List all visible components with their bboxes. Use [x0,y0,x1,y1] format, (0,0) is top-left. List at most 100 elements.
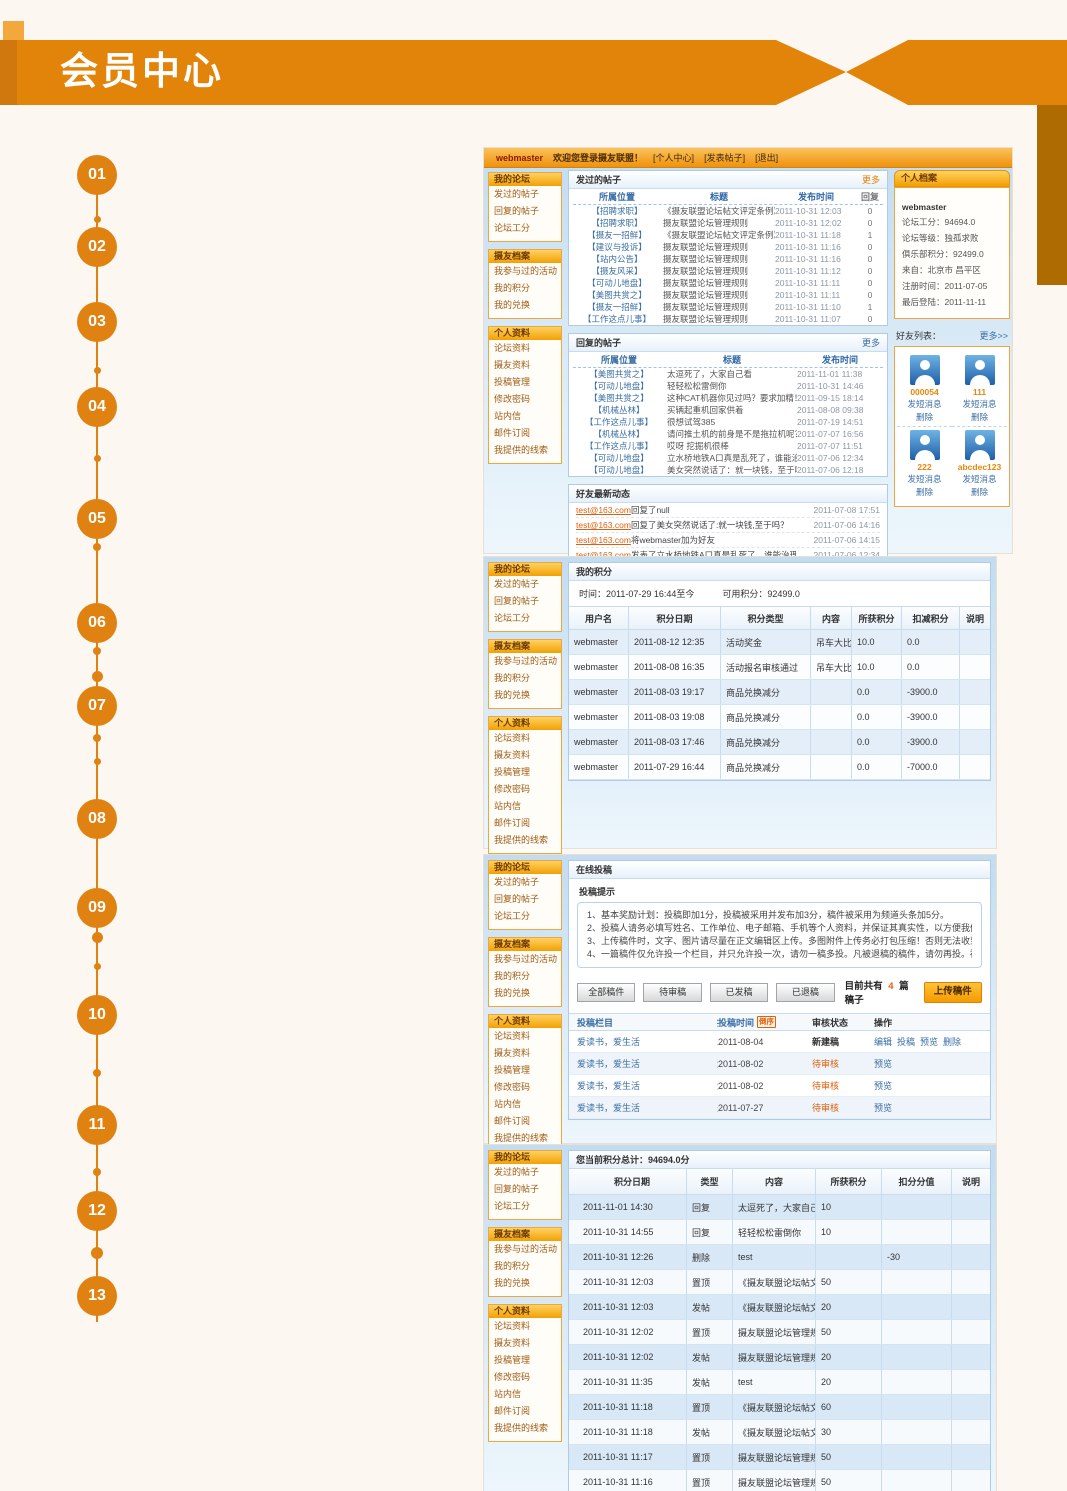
friend-name-link[interactable]: 000054 [910,387,939,397]
sidebar-item[interactable]: 论坛资料 [494,733,531,743]
filter-all-button[interactable]: 全部稿件 [577,982,636,1002]
sidebar-item[interactable]: 修改密码 [494,394,531,404]
post-category-link[interactable]: 【建议与投诉】 [587,242,647,252]
action-link[interactable]: 预览 [874,1059,893,1069]
submission-column-link[interactable]: 爱读书，爱生活 [577,1081,641,1091]
activity-user-link[interactable]: test@163.com [576,520,631,530]
upload-manuscript-button[interactable]: 上传稿件 [923,981,982,1003]
post-category-link[interactable]: 【摄友一招鲜】 [587,230,647,240]
submission-column-link[interactable]: 爱读书，爱生活 [577,1103,641,1113]
sidebar-item[interactable]: 发过的帖子 [494,189,540,199]
send-message-link[interactable]: 发短消息 [907,474,942,484]
more-link[interactable]: 更多 [861,175,880,185]
post-category-link[interactable]: 【站内公告】 [591,254,643,264]
sidebar-item[interactable]: 我的积分 [494,283,531,293]
sidebar-item[interactable]: 论坛资料 [494,1321,531,1331]
post-category-link[interactable]: 【招聘求职】 [591,218,643,228]
post-title-link[interactable]: 摄友联盟论坛管理规则 [663,314,749,324]
post-title-link[interactable]: 摄友联盟论坛管理规则 [663,302,749,312]
post-title-link[interactable]: 摄友联盟论坛管理规则 [663,290,749,300]
sidebar-item[interactable]: 投稿管理 [494,377,531,387]
post-category-link[interactable]: 【可动儿地盘】 [587,278,647,288]
post-title-link[interactable]: 立水桥地铁A口真是乱死了，谁能治理一下呀 [667,453,797,463]
sidebar-item[interactable]: 论坛工分 [494,911,531,921]
friend-avatar-icon[interactable] [964,430,995,460]
post-category-link[interactable]: 【可动儿地盘】 [589,381,649,391]
delete-friend-link[interactable]: 删除 [970,487,988,497]
friend-name-link[interactable]: abcdec123 [957,462,1002,472]
sidebar-item[interactable]: 我参与过的活动 [494,954,558,964]
sidebar-item[interactable]: 我的积分 [494,1261,531,1271]
delete-friend-link[interactable]: 删除 [915,487,933,497]
post-category-link[interactable]: 【摄友风采】 [591,266,643,276]
send-message-link[interactable]: 发短消息 [962,474,997,484]
sidebar-item[interactable]: 回复的帖子 [494,1184,540,1194]
submission-column-link[interactable]: 爱读书，爱生活 [577,1037,641,1047]
post-category-link[interactable]: 【美图共赏之】 [587,290,647,300]
action-link[interactable]: 删除 [943,1037,962,1047]
sidebar-item[interactable]: 修改密码 [494,1082,531,1092]
sidebar-item[interactable]: 邮件订阅 [494,818,531,828]
sidebar-item[interactable]: 我提供的线索 [494,1423,549,1433]
action-link[interactable]: 预览 [874,1103,893,1113]
post-title-link[interactable]: 摄友联盟论坛管理规则 [663,278,749,288]
post-category-link[interactable]: 【可动儿地盘】 [589,453,649,463]
sidebar-item[interactable]: 发过的帖子 [494,1167,540,1177]
sidebar-item[interactable]: 摄友资料 [494,1338,531,1348]
sidebar-item[interactable]: 我参与过的活动 [494,656,558,666]
filter-pending-button[interactable]: 待审稿 [643,982,702,1002]
sidebar-item[interactable]: 我提供的线索 [494,835,549,845]
sidebar-item[interactable]: 修改密码 [494,1372,531,1382]
post-title-link[interactable]: 很想试驾385 [667,417,716,427]
action-link[interactable]: 预览 [920,1037,939,1047]
sidebar-item[interactable]: 摄友资料 [494,360,531,370]
post-category-link[interactable]: 【机械丛林】 [593,429,645,439]
sidebar-item[interactable]: 站内信 [494,411,522,421]
post-title-link[interactable]: 轻轻松松雷倒你 [667,381,727,391]
sidebar-item[interactable]: 回复的帖子 [494,206,540,216]
action-link[interactable]: 投稿 [897,1037,916,1047]
action-link[interactable]: 预览 [874,1081,893,1091]
sidebar-item[interactable]: 投稿管理 [494,1355,531,1365]
post-category-link[interactable]: 【工作这点儿事】 [584,441,653,451]
submission-column-link[interactable]: 爱读书，爱生活 [577,1059,641,1069]
sidebar-item[interactable]: 论坛工分 [494,1201,531,1211]
sidebar-item[interactable]: 投稿管理 [494,1065,531,1075]
post-title-link[interactable]: 摄友联盟论坛管理规则 [663,242,749,252]
friend-avatar-icon[interactable] [964,355,995,385]
sidebar-item[interactable]: 我参与过的活动 [494,266,558,276]
sidebar-item[interactable]: 回复的帖子 [494,596,540,606]
activity-user-link[interactable]: test@163.com [576,505,631,515]
sidebar-item[interactable]: 发过的帖子 [494,579,540,589]
post-title-link[interactable]: 太逗死了，大家自己看 [667,369,753,379]
sidebar-item[interactable]: 我提供的线索 [494,445,549,455]
sidebar-item[interactable]: 摄友资料 [494,1048,531,1058]
sidebar-item[interactable]: 摄友资料 [494,750,531,760]
friend-avatar-icon[interactable] [909,355,940,385]
post-title-link[interactable]: 请问推土机的前身是不是拖拉机呢？ [667,429,797,439]
topbar-link-logout[interactable]: [退出] [755,153,779,163]
delete-friend-link[interactable]: 删除 [915,412,933,422]
sidebar-item[interactable]: 论坛资料 [494,343,531,353]
topbar-link-new-post[interactable]: [发表帖子] [704,153,746,163]
action-link[interactable]: 编辑 [874,1037,893,1047]
post-category-link[interactable]: 【可动儿地盘】 [589,465,649,475]
activity-user-link[interactable]: test@163.com [576,535,631,545]
send-message-link[interactable]: 发短消息 [907,399,942,409]
sidebar-item[interactable]: 站内信 [494,801,522,811]
friend-name-link[interactable]: 111 [972,387,987,397]
sidebar-item[interactable]: 邮件订阅 [494,1406,531,1416]
sidebar-item[interactable]: 我的兑换 [494,690,531,700]
sidebar-item[interactable]: 站内信 [494,1389,522,1399]
sidebar-item[interactable]: 邮件订阅 [494,428,531,438]
sidebar-item[interactable]: 回复的帖子 [494,894,540,904]
filter-published-button[interactable]: 已发稿 [709,982,769,1002]
sidebar-item[interactable]: 论坛工分 [494,223,531,233]
activity-user-link[interactable]: test@163.com [576,550,631,560]
friends-more-link[interactable]: 更多>> [979,331,1008,341]
topbar-link-member-center[interactable]: [个人中心] [653,153,695,163]
filter-rejected-button[interactable]: 已退稿 [776,982,835,1002]
sidebar-item[interactable]: 发过的帖子 [494,877,540,887]
post-title-link[interactable]: 《摄友联盟论坛帖文评定条例》 [663,206,775,216]
friend-name-link[interactable]: 222 [917,462,932,472]
